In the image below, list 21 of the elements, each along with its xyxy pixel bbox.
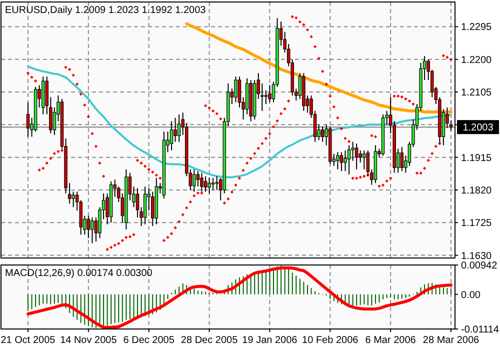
y-tick-label: 1.1630: [461, 250, 492, 262]
y-tick-label: 1.2105: [461, 88, 492, 99]
y-tick-label: 1.2200: [461, 54, 492, 66]
y-tick-label: 1.1725: [461, 218, 492, 230]
y-tick-label: -0.01114: [461, 324, 500, 336]
x-tick-label: 28 Mar 2006: [422, 335, 480, 346]
x-tick-label: 19 Jan 2006: [242, 335, 298, 346]
y-tick-label: 0.00942: [461, 260, 498, 272]
chart-title: MACD(12,26,9) 0.00174 0.00300: [5, 268, 153, 279]
chart-title: EURUSD,Daily 1.2009 1.2023 1.1992 1.2003: [5, 5, 206, 16]
x-tick-label: 6 Dec 2005: [123, 335, 175, 346]
y-tick-label: 1.1820: [461, 185, 492, 196]
y-tick-label: 1.1915: [461, 152, 492, 164]
ref-line-label: 1.2003: [462, 122, 494, 134]
x-tick-label: 6 Mar 2006: [365, 335, 416, 346]
x-tick-label: 14 Nov 2005: [60, 335, 118, 346]
x-tick-label: 21 Oct 2005: [0, 335, 56, 346]
x-tick-label: 28 Dec 2005: [180, 335, 238, 346]
y-tick-label: 1.2295: [461, 22, 492, 34]
x-tick-label: 10 Feb 2006: [302, 335, 359, 346]
y-tick-label: 0.00: [461, 290, 481, 301]
